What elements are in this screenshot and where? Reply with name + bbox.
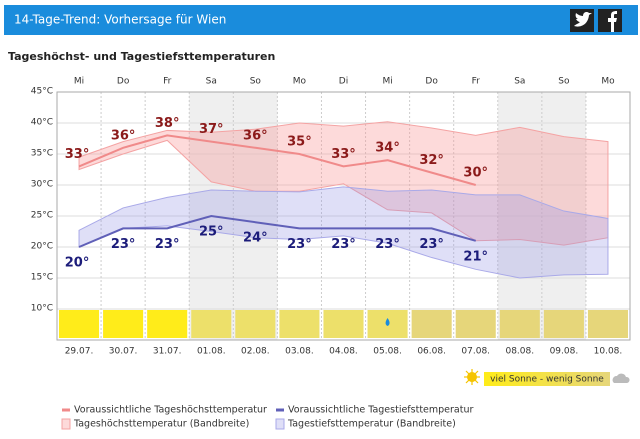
header-bar [4,5,638,35]
value-label: 21° [463,249,488,264]
day-label: Sa [206,77,217,87]
sun-icon [499,310,540,338]
date-label: 07.08. [461,347,490,357]
date-label: 03.08. [285,347,314,357]
value-label: 38° [155,116,180,131]
legend-label: Tagestiefsttemperatur (Bandbreite) [287,419,456,430]
sun-icon [543,310,584,338]
value-label: 23° [419,237,444,252]
value-label: 33° [65,147,90,162]
sun-legend: viel Sonne - wenig Sonne [464,369,630,386]
sun-legend-label: viel Sonne - wenig Sonne [490,375,604,385]
y-tick-label: 40°C [31,118,53,128]
day-label: Do [117,77,130,87]
facebook-button[interactable] [598,9,622,32]
date-label: 31.07. [153,347,182,357]
value-label: 20° [65,256,90,271]
legend-band [61,418,71,430]
series-line [78,214,477,248]
sun-icon [59,310,100,338]
value-label: 32° [419,153,444,168]
date-label: 08.08. [505,347,534,357]
date-label: 10.08. [594,347,623,357]
y-tick-label: 20°C [31,242,53,252]
sun-icon [455,310,496,338]
date-label: 01.08. [197,347,226,357]
date-label: 02.08. [241,347,270,357]
day-label: Fr [163,77,172,87]
day-label: So [250,77,262,87]
day-label: So [558,77,570,87]
sun-icon [147,310,188,338]
value-label: 33° [331,147,356,162]
sun-icon [235,310,276,338]
sun-icon [191,310,232,338]
value-label: 35° [287,135,312,150]
value-label: 23° [375,237,400,252]
date-label: 29.07. [65,347,94,357]
plot-frame [56,91,631,341]
band-area [78,186,609,279]
value-label: 23° [111,237,136,252]
value-label: 30° [463,166,488,181]
value-label: 34° [375,141,400,156]
day-label: Fr [472,77,481,87]
date-label: 30.07. [109,347,138,357]
day-label: Do [425,77,438,87]
value-label: 23° [331,237,356,252]
y-tick-label: 15°C [31,273,53,283]
y-tick-label: 25°C [31,211,53,221]
chart-title: Tageshöchst- und Tagestiefsttemperaturen [8,50,275,63]
day-label: Mi [74,77,84,87]
sun-icon [587,310,628,338]
value-label: 36° [243,128,268,143]
sun-icon [103,310,144,338]
sun-icon [323,310,364,338]
twitter-button[interactable] [570,9,594,32]
y-tick-label: 30°C [31,180,53,190]
date-label: 09.08. [550,347,579,357]
legend-band [275,418,285,430]
day-label: Mo [293,77,307,87]
value-label: 23° [155,237,180,252]
day-label: Mi [382,77,392,87]
legend-label: Voraussichtliche Tagestiefsttemperatur [288,405,473,416]
value-label: 37° [199,122,224,137]
rain-drop [385,318,390,326]
y-tick-label: 10°C [31,304,53,314]
sun-icon [279,310,320,338]
value-label: 36° [111,128,136,143]
date-label: 06.08. [417,347,446,357]
day-label: Sa [514,77,525,87]
y-tick-label: 45°C [31,87,53,97]
header-title: 14-Tage-Trend: Vorhersage für Wien [14,13,226,27]
value-label: 24° [243,231,268,246]
date-label: 05.08. [373,347,402,357]
sun-icon [411,310,452,338]
y-tick-label: 35°C [31,149,53,159]
date-label: 04.08. [329,347,358,357]
day-label: Mo [601,77,615,87]
value-label: 25° [199,225,224,240]
legend-label: Voraussichtliche Tageshöchsttemperatur [74,405,267,416]
series-line [78,134,477,186]
legend-label: Tageshöchsttemperatur (Bandbreite) [73,419,249,430]
value-label: 23° [287,237,312,252]
day-label: Di [339,77,348,87]
